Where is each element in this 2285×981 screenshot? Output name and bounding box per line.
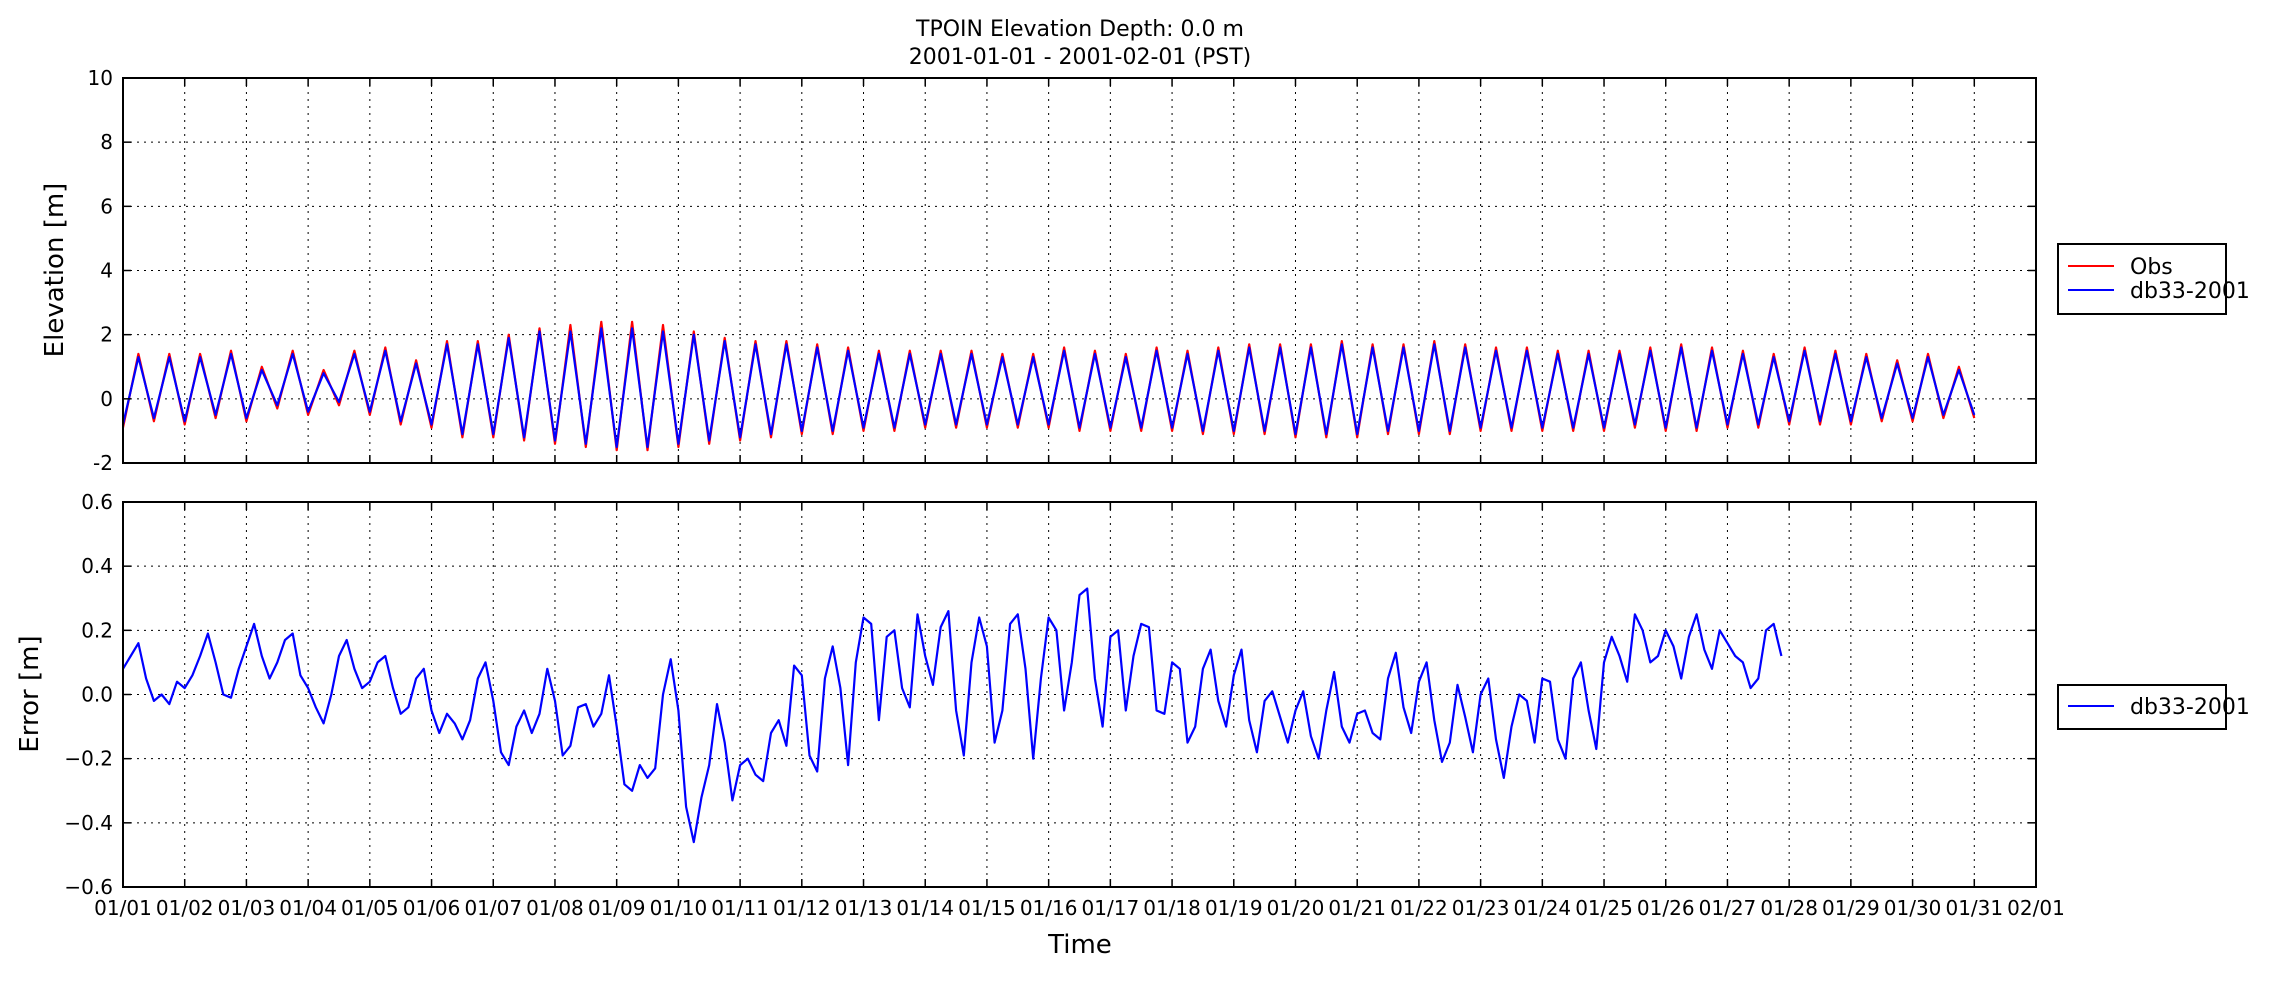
series-line-db33-2001	[122, 587, 1783, 844]
y-tick-label: 0.6	[81, 490, 113, 514]
series-line-obs	[121, 320, 1976, 452]
x-tick-label: 01/14	[896, 896, 954, 920]
x-tick-label: 01/21	[1328, 896, 1386, 920]
x-tick-label: 01/05	[341, 896, 399, 920]
elevation-panel: -2 0 2 4 6 8 10 Elevation [m]	[40, 66, 2037, 475]
x-tick-label: 01/24	[1514, 896, 1572, 920]
legend-label-obs: Obs	[2130, 255, 2173, 280]
y-tick-label: 10	[88, 66, 113, 90]
x-tick-label: 01/30	[1884, 896, 1942, 920]
x-tick-label: 01/22	[1390, 896, 1448, 920]
legend-label-model-bottom: db33-2001	[2130, 695, 2250, 720]
x-tick-label: 01/28	[1760, 896, 1818, 920]
y-tick-label: 4	[100, 259, 113, 283]
legend-label-model-top: db33-2001	[2130, 279, 2250, 304]
x-tick-label: 01/25	[1575, 896, 1633, 920]
x-tick-label: 01/02	[156, 896, 214, 920]
x-tick-label: 01/13	[835, 896, 893, 920]
y-tick-label: 0.4	[81, 554, 113, 578]
y-tick-label: 6	[100, 194, 113, 218]
elevation-series	[121, 320, 1976, 452]
x-tick-label: 01/09	[588, 896, 646, 920]
elevation-legend: Obs db33-2001	[2057, 243, 2250, 315]
figure-title: TPOIN Elevation Depth: 0.0 m 2001-01-01 …	[909, 17, 1251, 70]
y-tick-label: −0.2	[64, 747, 113, 771]
x-tick-label: 01/20	[1267, 896, 1325, 920]
error-legend: db33-2001	[2057, 684, 2250, 730]
error-x-ticks: 01/01 01/02 01/03 01/04 01/05 01/06 01/07 01/08…	[94, 502, 2065, 920]
title-line-1: TPOIN Elevation Depth: 0.0 m	[915, 17, 1244, 42]
y-tick-label: 8	[100, 130, 113, 154]
y-tick-label: 0	[100, 387, 113, 411]
error-series	[122, 587, 1783, 844]
y-tick-label: 0.2	[81, 618, 113, 642]
x-tick-label: 02/01	[2007, 896, 2065, 920]
elevation-grid	[122, 77, 2037, 464]
x-tick-label: 01/17	[1082, 896, 1140, 920]
elevation-axes-frame	[122, 77, 2037, 464]
error-grid	[122, 501, 2037, 888]
x-tick-label: 01/31	[1945, 896, 2003, 920]
elevation-y-ticks: -2 0 2 4 6 8 10	[88, 66, 2036, 475]
error-panel: −0.6 −0.4 −0.2 0.0 0.2 0.4 0.6 01/01 01/02 01/03…	[15, 490, 2065, 960]
y-tick-label: −0.6	[64, 875, 113, 899]
elevation-y-axis-label: Elevation [m]	[40, 183, 70, 358]
x-tick-label: 01/08	[526, 896, 584, 920]
error-y-ticks: −0.6 −0.4 −0.2 0.0 0.2 0.4 0.6	[64, 490, 2036, 899]
x-tick-label: 01/11	[711, 896, 769, 920]
x-tick-label: 01/26	[1637, 896, 1695, 920]
x-tick-label: 01/18	[1143, 896, 1201, 920]
x-tick-label: 01/19	[1205, 896, 1263, 920]
y-tick-label: −0.4	[64, 811, 113, 835]
x-tick-label: 01/27	[1699, 896, 1757, 920]
series-line-db33-2001	[121, 327, 1976, 449]
error-y-axis-label: Error [m]	[15, 635, 45, 752]
x-tick-label: 01/29	[1822, 896, 1880, 920]
x-tick-label: 01/04	[279, 896, 337, 920]
x-tick-label: 01/07	[464, 896, 522, 920]
elevation-x-ticks	[122, 78, 2037, 463]
x-tick-label: 01/01	[94, 896, 152, 920]
x-axis-label: Time	[1047, 930, 1112, 960]
y-tick-label: 0.0	[81, 683, 113, 707]
y-tick-label: 2	[100, 323, 113, 347]
title-line-2: 2001-01-01 - 2001-02-01 (PST)	[909, 45, 1251, 70]
x-tick-label: 01/06	[403, 896, 461, 920]
error-axes-frame	[122, 501, 2037, 888]
y-tick-label: -2	[93, 451, 113, 475]
elevation-legend-frame	[2057, 243, 2227, 315]
x-tick-label: 01/23	[1452, 896, 1510, 920]
x-tick-label: 01/10	[650, 896, 708, 920]
x-tick-label: 01/12	[773, 896, 831, 920]
x-tick-label: 01/16	[1020, 896, 1078, 920]
x-tick-label: 01/15	[958, 896, 1016, 920]
x-tick-label: 01/03	[218, 896, 276, 920]
